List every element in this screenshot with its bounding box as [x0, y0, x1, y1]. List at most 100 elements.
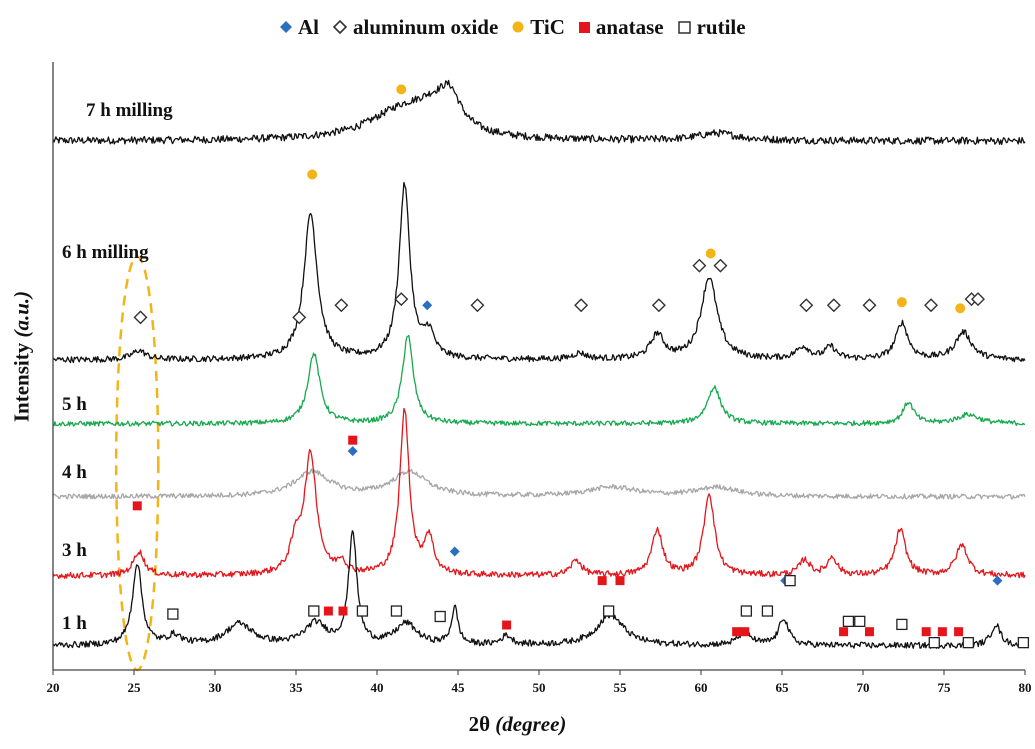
legend-item-aluminum-oxide: aluminum oxide — [333, 15, 498, 40]
marker-rutile-45 — [740, 605, 753, 617]
marker-rutile-52 — [962, 636, 974, 649]
x-tick-label-30: 30 — [209, 680, 222, 695]
marker-anatase-30 — [597, 576, 607, 586]
x-tick-label-20: 20 — [47, 680, 60, 695]
marker-rutile-47 — [784, 574, 796, 587]
legend-label-tic: TiC — [530, 14, 565, 39]
series-label-4h: 4 h — [62, 462, 87, 483]
legend-item-rutile: rutile — [677, 14, 746, 40]
marker-rutile-50 — [896, 618, 908, 631]
marker-aluminum-oxide-13 — [713, 258, 728, 273]
marker-rutile-44 — [603, 605, 615, 617]
x-tick-label-50: 50 — [533, 680, 546, 695]
marker-tic-1 — [307, 169, 318, 180]
marker-aluminum-oxide-5 — [133, 310, 148, 325]
marker-anatase-29 — [502, 620, 512, 630]
marker-rutile-42 — [390, 605, 403, 617]
filled-square-icon — [578, 21, 590, 33]
y-axis-title: Intensity (a.u.) — [10, 257, 35, 457]
marker-aluminum-oxide-7 — [334, 298, 349, 313]
x-axis-title-main: 2θ — [468, 712, 491, 736]
series-line-4 — [52, 407, 1026, 580]
marker-layer — [132, 84, 1030, 649]
marker-rutile-43 — [434, 610, 446, 623]
marker-aluminum-oxide-19 — [971, 292, 986, 307]
marker-aluminum-oxide-9 — [470, 298, 485, 313]
marker-anatase-33 — [740, 627, 750, 637]
legend-label-al: Al — [298, 14, 319, 39]
marker-aluminum-oxide-16 — [862, 298, 877, 313]
legend-item-al: Al — [280, 15, 319, 40]
marker-aluminum-oxide-11 — [651, 298, 666, 313]
legend-label-aluminum-oxide: aluminum oxide — [353, 14, 499, 39]
marker-rutile-49 — [854, 615, 866, 628]
x-axis-title-unit: (degree) — [495, 712, 567, 736]
marker-anatase-35 — [864, 627, 874, 637]
marker-anatase-25 — [348, 435, 358, 445]
marker-rutile-48 — [842, 615, 855, 628]
marker-rutile-46 — [761, 605, 774, 617]
marker-tic-4 — [955, 303, 966, 314]
series-line-0 — [52, 79, 1026, 146]
marker-anatase-28 — [338, 606, 348, 616]
x-tick-label-75: 75 — [938, 680, 952, 695]
legend: Al aluminum oxide TiC anatase rutile — [280, 12, 760, 42]
series-line-2 — [52, 334, 1026, 427]
legend-label-anatase: anatase — [595, 14, 664, 39]
marker-anatase-32 — [732, 627, 742, 637]
marker-aluminum-oxide-14 — [799, 298, 814, 313]
marker-rutile-40 — [308, 605, 320, 617]
y-axis-title-unit: (a.u.) — [9, 290, 34, 338]
series-line-5 — [52, 530, 1026, 649]
x-axis-title: 2θ (degree) — [0, 712, 1035, 737]
marker-anatase-27 — [323, 606, 333, 616]
x-tick-label-35: 35 — [290, 680, 304, 695]
marker-tic-3 — [896, 297, 907, 308]
filled-diamond-icon — [280, 21, 292, 33]
x-tick-label-70: 70 — [857, 680, 870, 695]
x-tick-label-80: 80 — [1019, 680, 1032, 695]
marker-anatase-38 — [954, 627, 964, 637]
marker-aluminum-oxide-15 — [826, 298, 841, 313]
legend-item-tic: TiC — [512, 15, 565, 40]
marker-anatase-36 — [921, 627, 931, 637]
series-label-1h: 1 h — [62, 613, 87, 634]
marker-al-21 — [347, 446, 358, 457]
marker-al-20 — [422, 300, 433, 311]
series-label-6h: 6 h milling — [62, 242, 149, 263]
marker-aluminum-oxide-17 — [924, 298, 939, 313]
marker-aluminum-oxide-8 — [394, 292, 409, 307]
marker-anatase-37 — [937, 627, 947, 637]
marker-rutile-51 — [928, 636, 940, 649]
x-tick-label-45: 45 — [452, 680, 466, 695]
marker-al-24 — [992, 575, 1003, 586]
filled-circle-icon — [512, 21, 524, 33]
legend-item-anatase: anatase — [578, 14, 664, 40]
series-label-7h: 7 h milling — [86, 100, 173, 121]
marker-anatase-26 — [132, 501, 142, 511]
legend-label-rutile: rutile — [696, 14, 746, 39]
marker-aluminum-oxide-6 — [292, 310, 307, 325]
series-label-5h: 5 h — [62, 394, 87, 415]
x-tick-label-40: 40 — [371, 680, 384, 695]
open-diamond-icon — [333, 20, 347, 34]
marker-rutile-39 — [167, 608, 179, 620]
marker-rutile-53 — [1017, 636, 1030, 649]
marker-al-22 — [449, 546, 460, 557]
series-label-3h: 3 h — [62, 540, 87, 561]
marker-aluminum-oxide-10 — [574, 298, 589, 313]
x-tick-label-25: 25 — [128, 680, 142, 695]
x-tick-label-55: 55 — [614, 680, 628, 695]
series-line-3 — [52, 468, 1026, 500]
marker-rutile-41 — [356, 605, 369, 617]
y-axis-title-main: Intensity — [9, 342, 34, 423]
x-tick-label-60: 60 — [695, 680, 708, 695]
marker-anatase-31 — [615, 576, 625, 586]
open-square-icon — [677, 20, 691, 34]
series-line-1 — [52, 181, 1026, 364]
marker-tic-2 — [705, 248, 716, 259]
marker-tic-0 — [396, 84, 407, 95]
marker-anatase-34 — [839, 627, 849, 637]
marker-aluminum-oxide-12 — [692, 258, 707, 273]
